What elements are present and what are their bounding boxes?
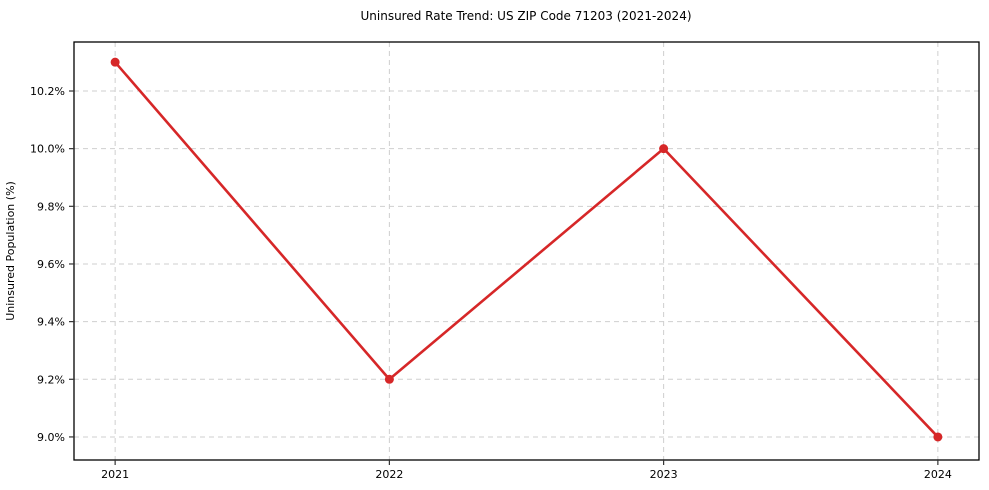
- series-layer: [110, 57, 943, 442]
- x-tick-label: 2024: [924, 468, 952, 481]
- y-tick-label: 9.0%: [37, 431, 65, 444]
- plot-frame: [73, 41, 980, 461]
- x-tick-label: 2021: [101, 468, 129, 481]
- data-point-marker: [659, 144, 669, 154]
- y-tick-label: 9.4%: [37, 316, 65, 329]
- y-tick-label: 9.8%: [37, 200, 65, 213]
- x-tick-label: 2023: [650, 468, 678, 481]
- y-tick-label: 10.2%: [30, 85, 65, 98]
- data-point-marker: [933, 432, 943, 442]
- axis-layer: 2021 2022 2023 2024 9.0% 9.2% 9.4% 9.6% 9.8% 10.0…: [30, 41, 980, 481]
- y-axis-label: Uninsured Population (%): [4, 181, 17, 321]
- data-point-marker: [384, 374, 394, 384]
- x-tick-label: 2022: [375, 468, 403, 481]
- y-tick-label: 9.2%: [37, 373, 65, 386]
- chart-title: Uninsured Rate Trend: US ZIP Code 71203 …: [360, 9, 691, 23]
- grid-layer: [74, 42, 979, 460]
- trend-line: [113, 60, 940, 439]
- data-point-marker: [110, 57, 120, 67]
- y-tick-label: 9.6%: [37, 258, 65, 271]
- y-tick-label: 10.0%: [30, 143, 65, 156]
